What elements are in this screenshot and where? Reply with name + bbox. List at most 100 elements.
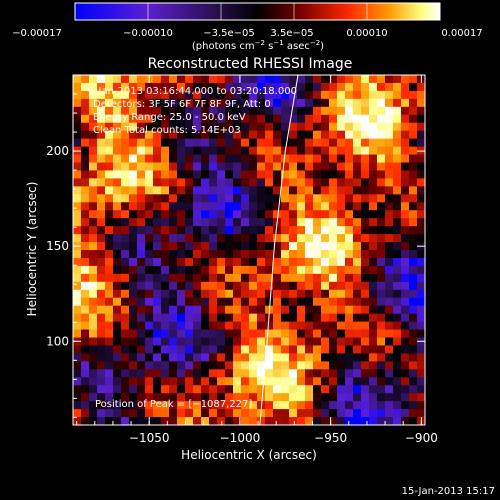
x-axis-ticks: −1050 −1000 −950 −900 bbox=[76, 75, 438, 445]
heatmap-cell bbox=[297, 154, 306, 164]
heatmap-cell bbox=[209, 361, 218, 370]
heatmap-cell bbox=[161, 305, 170, 315]
heatmap-cell bbox=[409, 170, 418, 179]
heatmap-cell bbox=[201, 154, 210, 164]
heatmap-cell bbox=[289, 297, 298, 307]
heatmap-cell bbox=[105, 186, 114, 195]
heatmap-cell bbox=[313, 377, 322, 386]
heatmap-cell bbox=[313, 409, 322, 418]
heatmap-cell bbox=[321, 385, 330, 394]
heatmap-cell bbox=[113, 242, 122, 251]
heatmap-cell bbox=[353, 226, 362, 235]
heatmap-cell bbox=[89, 353, 98, 362]
heatmap-cell bbox=[153, 242, 162, 251]
heatmap-cell bbox=[305, 273, 314, 283]
heatmap-cell bbox=[249, 226, 258, 235]
heatmap-cell bbox=[73, 162, 82, 172]
heatmap-cell bbox=[393, 170, 402, 179]
heatmap-cell bbox=[209, 250, 218, 259]
heatmap-cell bbox=[377, 257, 386, 267]
heatmap-cell bbox=[289, 170, 298, 179]
heatmap-cell bbox=[217, 297, 226, 307]
heatmap-cell bbox=[169, 106, 178, 116]
heatmap-cell bbox=[73, 409, 82, 418]
heatmap-cell bbox=[73, 90, 82, 100]
heatmap-cell bbox=[265, 369, 274, 378]
heatmap-cell bbox=[241, 226, 250, 235]
heatmap-cell bbox=[361, 305, 370, 315]
heatmap-cell bbox=[225, 154, 234, 164]
heatmap-cell bbox=[81, 154, 90, 164]
heatmap-cell bbox=[353, 417, 362, 425]
heatmap-cell bbox=[137, 361, 146, 370]
heatmap-cell bbox=[169, 178, 178, 187]
heatmap-cell bbox=[201, 162, 210, 172]
heatmap-cell bbox=[161, 138, 170, 148]
heatmap-cell bbox=[169, 186, 178, 195]
heatmap-cell bbox=[169, 98, 178, 108]
heatmap-cell bbox=[337, 305, 346, 315]
heatmap-cell bbox=[257, 257, 266, 267]
heatmap-cell bbox=[161, 98, 170, 108]
heatmap-cell bbox=[137, 114, 146, 124]
heatmap-cell bbox=[249, 154, 258, 164]
heatmap-cell bbox=[297, 385, 306, 394]
heatmap-cell bbox=[337, 106, 346, 116]
heatmap-cell bbox=[81, 234, 90, 243]
heatmap-cell bbox=[153, 234, 162, 243]
heatmap-cell bbox=[209, 345, 218, 354]
heatmap-cell bbox=[185, 138, 194, 148]
heatmap-cell bbox=[257, 90, 266, 100]
heatmap-cell bbox=[105, 130, 114, 140]
heatmap-cell bbox=[353, 377, 362, 386]
heatmap-cell bbox=[185, 409, 194, 418]
heatmap-cell bbox=[337, 162, 346, 172]
heatmap-cell bbox=[201, 377, 210, 386]
heatmap-cell bbox=[177, 361, 186, 370]
heatmap-cell bbox=[161, 130, 170, 140]
heatmap-cell bbox=[385, 114, 394, 124]
heatmap-cell bbox=[313, 250, 322, 259]
heatmap-cell bbox=[225, 226, 234, 235]
heatmap-cell bbox=[225, 90, 234, 100]
heatmap-cell bbox=[265, 297, 274, 307]
heatmap-cell bbox=[249, 321, 258, 331]
heatmap-cell bbox=[313, 273, 322, 283]
heatmap-cell bbox=[385, 138, 394, 148]
heatmap-cell bbox=[105, 329, 114, 339]
heatmap-cell bbox=[97, 138, 106, 148]
heatmap-cell bbox=[313, 122, 322, 132]
heatmap-cell bbox=[145, 305, 154, 315]
heatmap-cell bbox=[297, 242, 306, 251]
heatmap-cell bbox=[201, 305, 210, 315]
heatmap-cell bbox=[281, 194, 290, 203]
heatmap-cell bbox=[393, 90, 402, 100]
heatmap-cell bbox=[257, 122, 266, 132]
heatmap-cell bbox=[73, 75, 82, 84]
heatmap-cell bbox=[369, 353, 378, 362]
heatmap-cell bbox=[249, 401, 258, 410]
heatmap-cell bbox=[225, 122, 234, 132]
heatmap-cell bbox=[377, 273, 386, 283]
heatmap-cell bbox=[321, 186, 330, 195]
heatmap-cell bbox=[401, 162, 410, 172]
heatmap-cell bbox=[209, 178, 218, 187]
heatmap-cell bbox=[265, 202, 274, 211]
heatmap-cell bbox=[281, 202, 290, 211]
heatmap-cell bbox=[97, 337, 106, 347]
heatmap-cell bbox=[409, 98, 418, 108]
heatmap-cell bbox=[81, 114, 90, 124]
heatmap-cell bbox=[121, 202, 130, 211]
heatmap-cell bbox=[233, 75, 242, 84]
heatmap-cell bbox=[305, 401, 314, 410]
heatmap-cell bbox=[209, 242, 218, 251]
heatmap-cell bbox=[145, 353, 154, 362]
heatmap-cell bbox=[113, 114, 122, 124]
unit-exp3: −2 bbox=[310, 39, 320, 47]
heatmap-cell bbox=[281, 250, 290, 259]
heatmap-cell bbox=[209, 98, 218, 108]
heatmap-cell bbox=[73, 361, 82, 370]
heatmap-cell bbox=[417, 273, 425, 283]
heatmap-cell bbox=[377, 106, 386, 116]
